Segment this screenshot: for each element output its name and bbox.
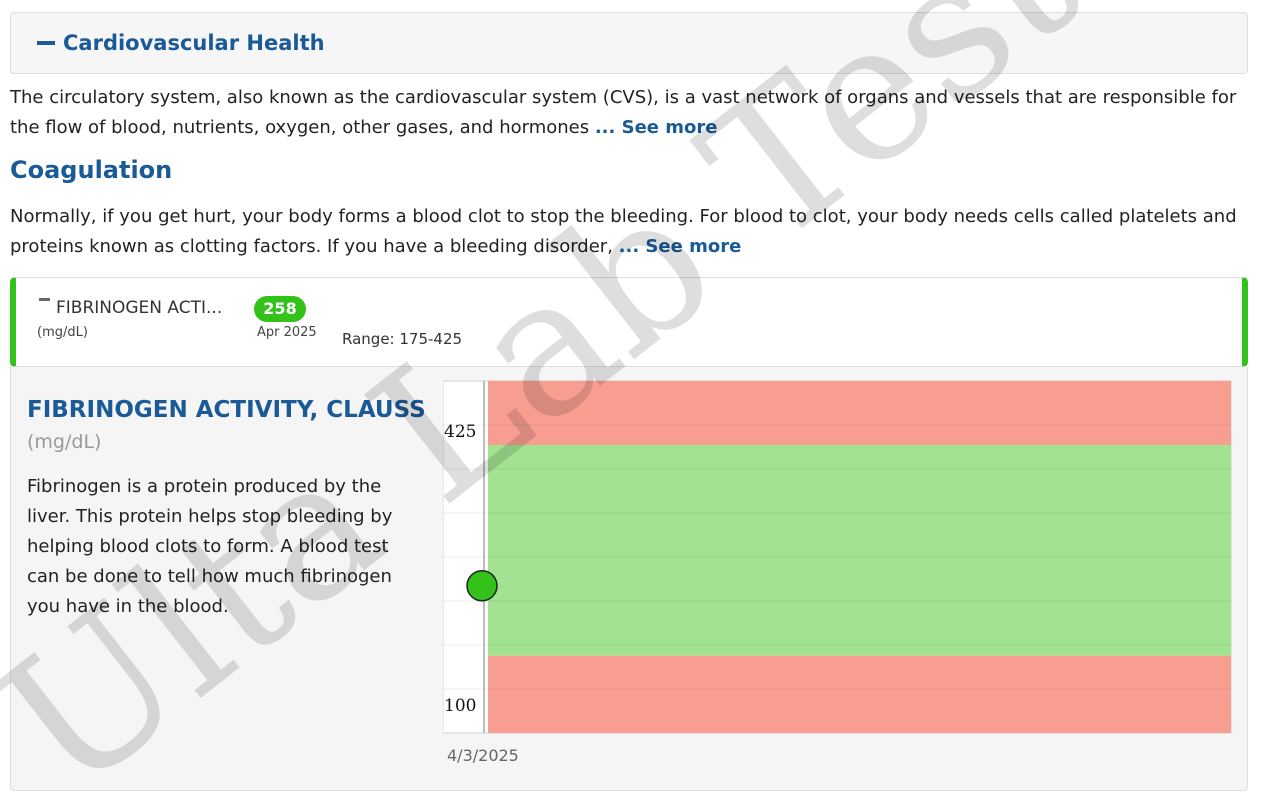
y-tick-label: 100 — [444, 696, 476, 716]
detail-unit: (mg/dL) — [27, 431, 102, 453]
test-name: FIBRINOGEN ACTI... — [56, 298, 223, 318]
see-more-link[interactable]: ... See more — [594, 117, 718, 138]
data-point — [466, 570, 498, 602]
reference-range: Range: 175-425 — [342, 330, 463, 348]
test-card-fibrinogen[interactable]: FIBRINOGEN ACTI... (mg/dL) 258 Apr 2025 … — [10, 277, 1248, 367]
test-unit: (mg/dL) — [37, 325, 88, 340]
result-date: Apr 2025 — [257, 325, 317, 340]
high-range-band — [488, 381, 1231, 445]
section-title: Cardiovascular Health — [63, 31, 325, 55]
result-chart: 425 100 4/3/2025 — [442, 379, 1238, 779]
detail-description: Fibrinogen is a protein produced by the … — [27, 476, 393, 617]
detail-title: FIBRINOGEN ACTIVITY, CLAUSS — [27, 397, 426, 423]
see-more-link-coagulation[interactable]: ... See more — [618, 236, 742, 257]
low-range-band — [488, 655, 1231, 733]
subsection-description-text: Normally, if you get hurt, your body for… — [10, 206, 1237, 257]
minus-icon — [37, 41, 55, 45]
section-description: The circulatory system, also known as th… — [10, 83, 1255, 143]
subsection-title: Coagulation — [10, 156, 173, 184]
result-badge: 258 — [254, 296, 306, 322]
collapse-icon[interactable] — [39, 298, 50, 301]
subsection-description: Normally, if you get hurt, your body for… — [10, 202, 1255, 262]
section-header-cardiovascular[interactable]: Cardiovascular Health — [10, 12, 1248, 74]
test-detail-panel: FIBRINOGEN ACTIVITY, CLAUSS (mg/dL) Fibr… — [10, 367, 1248, 791]
normal-range-band — [488, 445, 1231, 656]
x-tick-label: 4/3/2025 — [447, 746, 519, 765]
y-tick-label: 425 — [444, 422, 476, 442]
section-description-text: The circulatory system, also known as th… — [10, 87, 1237, 138]
chart-svg: 425 100 4/3/2025 — [442, 380, 1232, 765]
